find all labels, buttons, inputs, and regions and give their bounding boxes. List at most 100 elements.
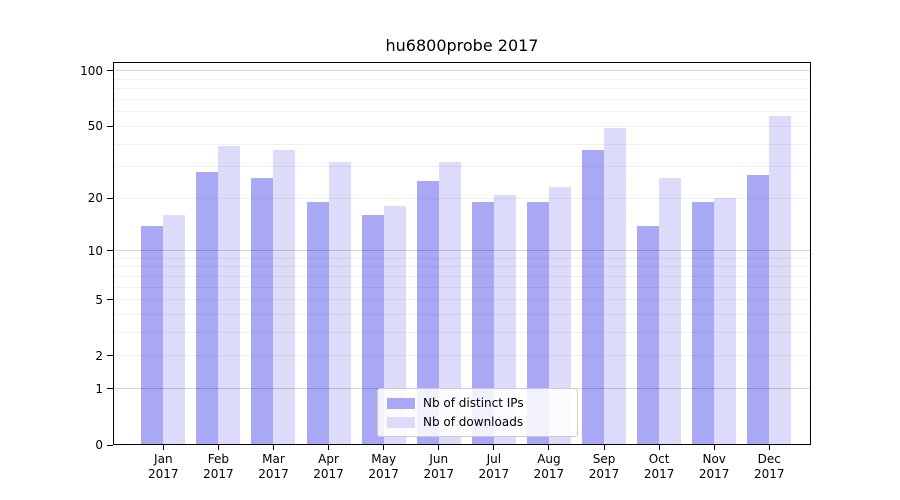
x-tick <box>603 445 605 450</box>
x-tick-year: 2017 <box>588 467 620 481</box>
x-tick-label: Oct 2017 <box>631 452 687 482</box>
x-tick-year: 2017 <box>478 467 510 481</box>
gridline-minor <box>113 299 811 301</box>
gridline-minor <box>113 143 811 145</box>
gridline-minor <box>113 286 811 288</box>
plot-area <box>113 62 811 445</box>
bar-ips-aug <box>526 202 549 445</box>
bar-ips-sep <box>582 150 605 445</box>
gridline-minor <box>113 314 811 316</box>
x-tick-month: Jun <box>429 452 449 466</box>
x-tick-year: 2017 <box>368 467 399 481</box>
bar-ips-oct <box>637 225 660 445</box>
x-tick-label: Apr 2017 <box>301 452 357 482</box>
x-tick-label: Mar 2017 <box>245 452 301 482</box>
bar-ips-nov <box>692 202 715 445</box>
x-tick-year: 2017 <box>203 467 234 481</box>
legend-label-downloads: Nb of downloads <box>423 415 524 429</box>
legend-swatch-downloads <box>387 416 415 428</box>
y-tick-label: 1 <box>95 381 103 396</box>
x-tick <box>658 445 660 450</box>
bar-ips-may <box>361 215 384 445</box>
bar-ips-apr <box>306 202 329 445</box>
x-tick-label: Jan 2017 <box>135 452 191 482</box>
y-tick <box>107 70 113 72</box>
y-tick-label: 10 <box>87 243 103 258</box>
y-tick <box>107 197 113 199</box>
y-tick <box>107 125 113 127</box>
gridline-minor <box>113 197 811 199</box>
legend-item-downloads: Nb of downloads <box>387 415 568 429</box>
gridline-minor <box>113 355 811 357</box>
x-tick-label: Sep 2017 <box>576 452 632 482</box>
bar-downloads-aug <box>548 187 571 445</box>
legend-swatch-distinct-ips <box>387 397 415 409</box>
bar-downloads-jan <box>163 215 186 445</box>
gridline-minor <box>113 88 811 90</box>
x-tick-month: May <box>371 452 397 466</box>
x-tick-label: Jun 2017 <box>411 452 467 482</box>
gridline-minor <box>113 125 811 127</box>
bar-downloads-jul <box>493 194 516 445</box>
x-tick-label: May 2017 <box>356 452 412 482</box>
gridline-minor <box>113 275 811 277</box>
y-tick <box>107 388 113 390</box>
legend-item-distinct-ips: Nb of distinct IPs <box>387 396 568 410</box>
bar-ips-feb <box>196 172 219 445</box>
bar-downloads-dec <box>769 115 792 445</box>
gridline-minor <box>113 332 811 334</box>
y-tick-label: 20 <box>87 191 103 206</box>
x-tick <box>217 445 219 450</box>
x-tick-year: 2017 <box>643 467 675 481</box>
bars-layer <box>113 62 811 445</box>
x-tick-year: 2017 <box>313 467 344 481</box>
x-tick-year: 2017 <box>148 467 179 481</box>
bar-downloads-mar <box>273 150 296 445</box>
y-tick-label: 50 <box>87 119 103 134</box>
x-tick-month: Feb <box>207 452 229 466</box>
gridline-minor <box>113 166 811 168</box>
x-tick-month: Mar <box>262 452 285 466</box>
x-tick-year: 2017 <box>258 467 289 481</box>
x-tick-year: 2017 <box>423 467 455 481</box>
chart-title: hu6800probe 2017 <box>385 36 539 55</box>
x-tick-year: 2017 <box>533 467 565 481</box>
x-tick <box>768 445 770 450</box>
x-tick-month: Oct <box>648 452 670 466</box>
x-tick-month: Jul <box>486 452 502 466</box>
x-tick <box>328 445 330 450</box>
x-tick-label: Nov 2017 <box>686 452 742 482</box>
bar-downloads-sep <box>604 127 627 445</box>
bar-ips-jun <box>416 180 439 445</box>
y-tick <box>107 250 113 252</box>
bar-downloads-nov <box>714 198 737 445</box>
bar-downloads-feb <box>218 146 241 445</box>
y-tick <box>107 355 113 357</box>
x-tick-label: Jul 2017 <box>466 452 522 482</box>
x-tick <box>162 445 164 450</box>
x-tick-label: Dec 2017 <box>741 452 797 482</box>
gridline-minor <box>113 257 811 259</box>
y-tick-label: 2 <box>95 348 103 363</box>
gridline-minor <box>113 78 811 80</box>
bar-downloads-apr <box>328 161 351 445</box>
y-tick-label: 5 <box>95 292 103 307</box>
x-tick-month: Dec <box>757 452 781 466</box>
bar-ips-jan <box>141 225 164 445</box>
gridline-minor <box>113 99 811 101</box>
x-tick-label: Feb 2017 <box>190 452 246 482</box>
x-tick <box>272 445 274 450</box>
legend: Nb of distinct IPs Nb of downloads <box>377 388 578 437</box>
gridline-major <box>113 250 811 252</box>
bar-ips-jul <box>471 202 494 445</box>
bar-downloads-jun <box>438 161 461 445</box>
x-tick <box>548 445 550 450</box>
x-tick <box>383 445 385 450</box>
bar-ips-mar <box>251 177 274 445</box>
x-tick <box>493 445 495 450</box>
y-tick <box>107 299 113 301</box>
bar-downloads-oct <box>659 177 682 445</box>
x-tick-month: Aug <box>537 452 561 466</box>
y-tick-label: 100 <box>80 63 103 78</box>
